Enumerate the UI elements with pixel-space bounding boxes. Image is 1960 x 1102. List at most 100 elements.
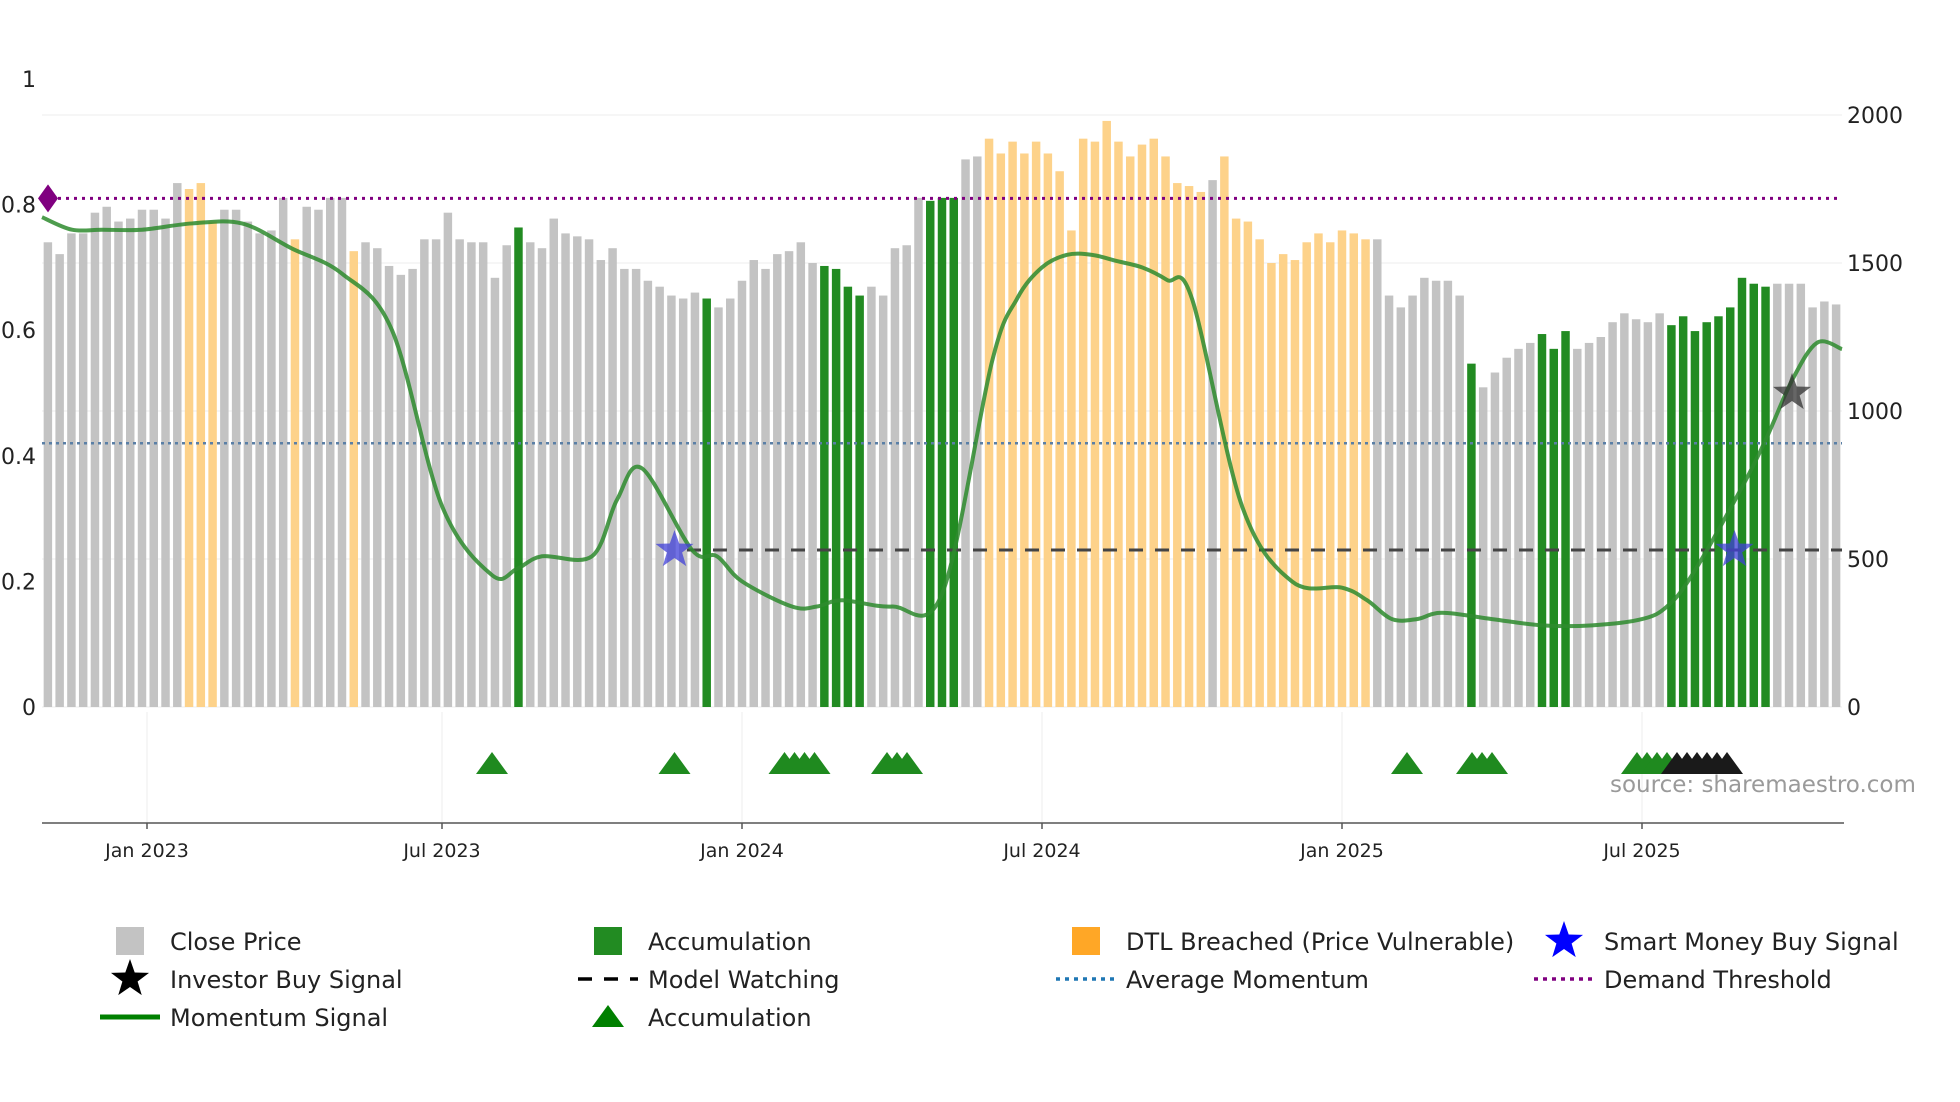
accumulation-bar xyxy=(1549,348,1558,707)
legend-close-price: Close Price xyxy=(116,927,302,956)
close-price-bar xyxy=(67,233,76,707)
dtl-breached-bar xyxy=(996,153,1006,708)
accumulation-bar xyxy=(1678,316,1688,707)
accumulation-bar xyxy=(1702,322,1711,707)
legend-dtl-breached: DTL Breached (Price Vulnerable) xyxy=(1072,927,1514,956)
dtl-breached-bar xyxy=(1337,230,1347,707)
legend-demand-threshold: Demand Threshold xyxy=(1534,966,1832,994)
dtl-breached-bar xyxy=(1290,260,1300,707)
legend-triangle xyxy=(592,1005,624,1027)
dtl-breached-bar xyxy=(349,251,358,707)
close-price-bar xyxy=(1420,277,1429,707)
close-price-bar xyxy=(43,242,53,707)
legend-model-watching: Model Watching xyxy=(578,966,840,994)
close-price-bar xyxy=(1608,322,1617,707)
dtl-breached-bar xyxy=(1349,233,1358,707)
accumulation-bar xyxy=(831,268,841,707)
lower-marker-panel xyxy=(476,752,1743,774)
close-price-bar xyxy=(326,197,335,707)
dtl-breached-bar xyxy=(984,138,994,707)
close-price-bar xyxy=(596,260,606,707)
close-price-bar xyxy=(678,298,688,707)
dtl-breached-bar xyxy=(1314,233,1323,707)
close-price-bar xyxy=(478,242,488,707)
accumulation-bar xyxy=(1467,363,1476,707)
signal-markers xyxy=(38,184,1812,567)
dtl-breached-bar xyxy=(1173,183,1182,707)
close-price-bar xyxy=(1514,348,1523,707)
dtl-breached-bar xyxy=(1078,138,1088,707)
accumulation-triangle xyxy=(658,752,691,774)
accumulation-bar xyxy=(1737,277,1747,707)
left-axis-label: 0.8 xyxy=(1,194,36,219)
momentum-signal-line xyxy=(41,215,1843,629)
close-price-bar xyxy=(384,265,394,707)
x-tick-label: Jul 2024 xyxy=(1002,840,1080,862)
accumulation-bar xyxy=(926,200,935,707)
dtl-breached-bar xyxy=(290,239,300,707)
close-price-bar xyxy=(502,245,511,708)
dtl-breached-bar xyxy=(196,183,206,707)
close-price-bar xyxy=(608,248,617,707)
close-price-bar xyxy=(55,254,64,707)
dtl-breached-bar xyxy=(1008,141,1017,707)
close-price-bar xyxy=(490,277,500,707)
smart-money-buy-star xyxy=(1715,530,1754,567)
legend-accumulation-triangle: Accumulation xyxy=(592,1004,812,1032)
close-price-bar xyxy=(243,221,253,707)
dtl-breached-bar xyxy=(1137,144,1147,708)
right-axis-label: 1000 xyxy=(1847,400,1903,425)
x-tick-label: Jan 2023 xyxy=(104,840,189,862)
close-price-bar xyxy=(796,242,806,707)
legend-star xyxy=(110,959,150,996)
close-price-bar xyxy=(278,197,288,707)
dtl-breached-bar xyxy=(1184,186,1194,708)
close-price-bar xyxy=(784,251,794,707)
legend-label: Close Price xyxy=(170,928,302,956)
close-price-bar xyxy=(102,206,111,707)
close-price-bars xyxy=(43,120,1841,708)
x-tick-label: Jul 2025 xyxy=(1602,840,1680,862)
dtl-breached-bar xyxy=(1361,239,1370,707)
right-axis-label: 2000 xyxy=(1847,104,1903,129)
close-price-bar xyxy=(1773,283,1782,707)
demand-threshold-marker xyxy=(38,184,58,213)
close-price-bar xyxy=(1408,295,1417,707)
close-price-bar xyxy=(78,233,88,707)
legend-average-momentum: Average Momentum xyxy=(1056,966,1369,994)
close-price-bar xyxy=(1631,319,1641,707)
right-axis-label: 1500 xyxy=(1847,252,1903,277)
dtl-breached-bar xyxy=(1126,156,1135,707)
close-price-bar xyxy=(431,239,441,707)
close-price-bar xyxy=(1643,322,1653,707)
left-axis-label: 0.6 xyxy=(1,319,36,344)
close-price-bar xyxy=(526,242,535,707)
close-price-bar xyxy=(408,268,417,707)
dtl-breached-bar xyxy=(1326,242,1335,707)
close-price-bar xyxy=(1573,348,1582,707)
legend-star xyxy=(1544,921,1584,958)
close-price-bar xyxy=(549,218,558,707)
close-price-bar xyxy=(1502,357,1511,707)
close-price-bar xyxy=(314,209,323,707)
legend-label: Demand Threshold xyxy=(1604,966,1832,994)
legend-accumulation-square: Accumulation xyxy=(594,927,812,956)
close-price-bar xyxy=(361,242,370,707)
close-price-bar xyxy=(902,245,911,708)
close-price-bar xyxy=(631,268,641,707)
close-price-bar xyxy=(537,248,547,707)
left-axis-label: 1 xyxy=(22,68,36,93)
close-price-bar xyxy=(231,209,241,707)
close-price-bar xyxy=(1396,307,1406,707)
investor-triangle xyxy=(1711,752,1743,774)
accumulation-bar xyxy=(1667,325,1676,707)
close-price-bar xyxy=(878,295,888,707)
close-price-bar xyxy=(808,263,817,707)
close-price-bar xyxy=(337,197,347,707)
accumulation-bar xyxy=(1561,331,1570,707)
close-price-bar xyxy=(690,292,700,707)
accumulation-bar xyxy=(514,227,523,708)
legend-label: Average Momentum xyxy=(1126,966,1369,994)
legend-label: Smart Money Buy Signal xyxy=(1604,928,1899,956)
close-price-bar xyxy=(373,248,382,707)
